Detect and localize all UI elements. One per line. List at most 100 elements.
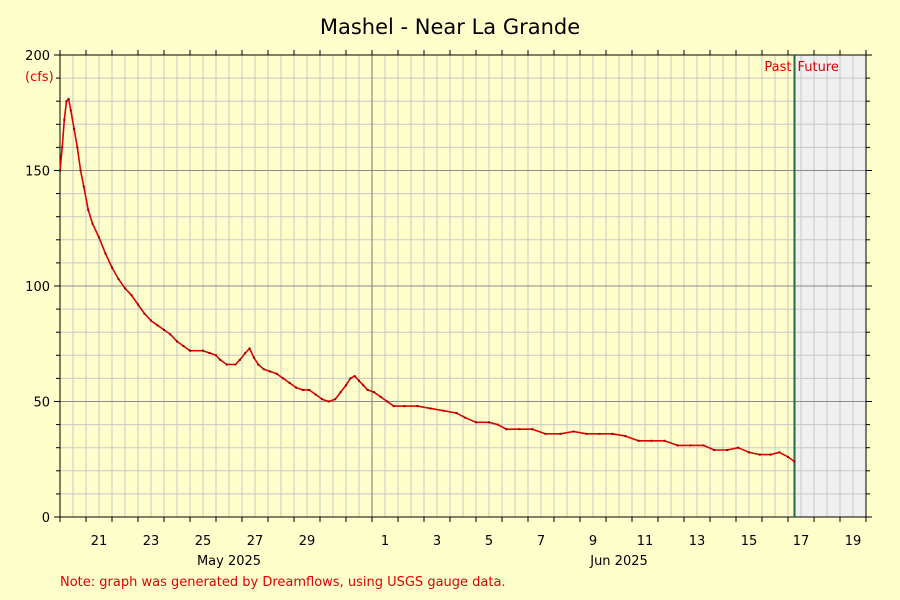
data-point [104,252,107,255]
data-point [769,453,772,456]
x-tick-label: 17 [793,534,810,549]
data-point [182,345,185,348]
data-point [429,407,432,410]
x-tick-label: 13 [689,534,706,549]
data-point [252,356,255,359]
y-axis-label: (cfs) [25,70,54,85]
data-point [67,97,70,100]
month-label: May 2025 [197,554,261,569]
data-point [611,432,614,435]
data-point [637,439,640,442]
data-point [488,421,490,424]
future-label: Future [798,60,839,75]
x-tick-label: 1 [381,534,389,549]
data-point [314,393,317,396]
data-point [130,294,133,297]
x-tick-label: 9 [589,534,597,549]
data-point [624,435,627,438]
x-tick-label: 27 [247,534,264,549]
data-point [189,349,191,352]
data-point [544,432,547,435]
data-point [208,351,211,354]
x-tick-label: 29 [299,534,316,549]
data-point [295,386,298,389]
data-point [257,363,260,366]
data-point [379,395,382,398]
x-tick-label: 15 [741,534,758,549]
x-tick-label: 7 [537,534,545,549]
data-point [793,460,796,463]
data-point [737,446,740,449]
data-point [82,185,85,188]
data-point [275,372,278,375]
data-point [334,398,337,401]
source-note: Note: graph was generated by Dreamflows,… [60,575,506,590]
data-point [713,449,716,452]
data-point [726,449,729,452]
data-point [234,363,237,366]
y-tick-label: 0 [42,511,50,526]
data-point [150,319,152,322]
data-point [702,444,705,447]
data-point [163,328,165,331]
chart-title: Mashel - Near La Grande [320,15,580,39]
data-point [143,312,146,315]
data-point [373,391,376,394]
data-point [248,347,251,350]
data-point [366,388,369,391]
data-point [345,384,347,387]
data-point [496,423,499,426]
data-point [65,100,68,103]
data-point [169,333,172,336]
data-point [585,432,588,435]
data-point [455,412,458,415]
data-point [778,451,781,454]
month-label: Jun 2025 [589,554,648,569]
data-point [61,146,64,149]
data-point [598,432,601,435]
x-tick-label: 5 [485,534,493,549]
data-point [215,354,217,357]
y-tick-label: 150 [25,165,50,180]
past-label: Past [764,60,791,75]
data-point [327,400,330,403]
data-point [301,388,304,391]
data-point [349,377,352,380]
data-point [362,384,365,387]
data-point [353,375,356,378]
data-point [98,236,100,239]
data-point [69,109,72,112]
x-tick-label: 25 [195,534,212,549]
x-tick-label: 21 [91,534,108,549]
data-point [464,416,467,419]
data-point [403,405,406,408]
y-tick-label: 100 [25,280,50,295]
data-point [339,391,342,394]
data-point [124,287,126,290]
data-point [176,340,178,343]
data-point [787,455,789,458]
data-point [689,444,692,447]
data-point [559,432,562,435]
data-point [59,169,61,172]
data-point [572,430,575,433]
data-point [676,444,679,447]
data-point [358,379,360,382]
data-point [663,439,666,442]
data-point [308,388,311,391]
data-point [202,349,204,352]
x-tick-label: 19 [845,534,862,549]
data-point [416,405,419,408]
data-point [63,118,66,121]
data-point [282,377,285,380]
data-point [87,208,90,211]
data-point [137,303,139,306]
data-point [79,169,82,172]
data-point [288,382,291,385]
y-tick-label: 50 [33,396,50,411]
data-point [262,368,265,371]
data-point [386,400,389,403]
data-point [392,405,395,408]
